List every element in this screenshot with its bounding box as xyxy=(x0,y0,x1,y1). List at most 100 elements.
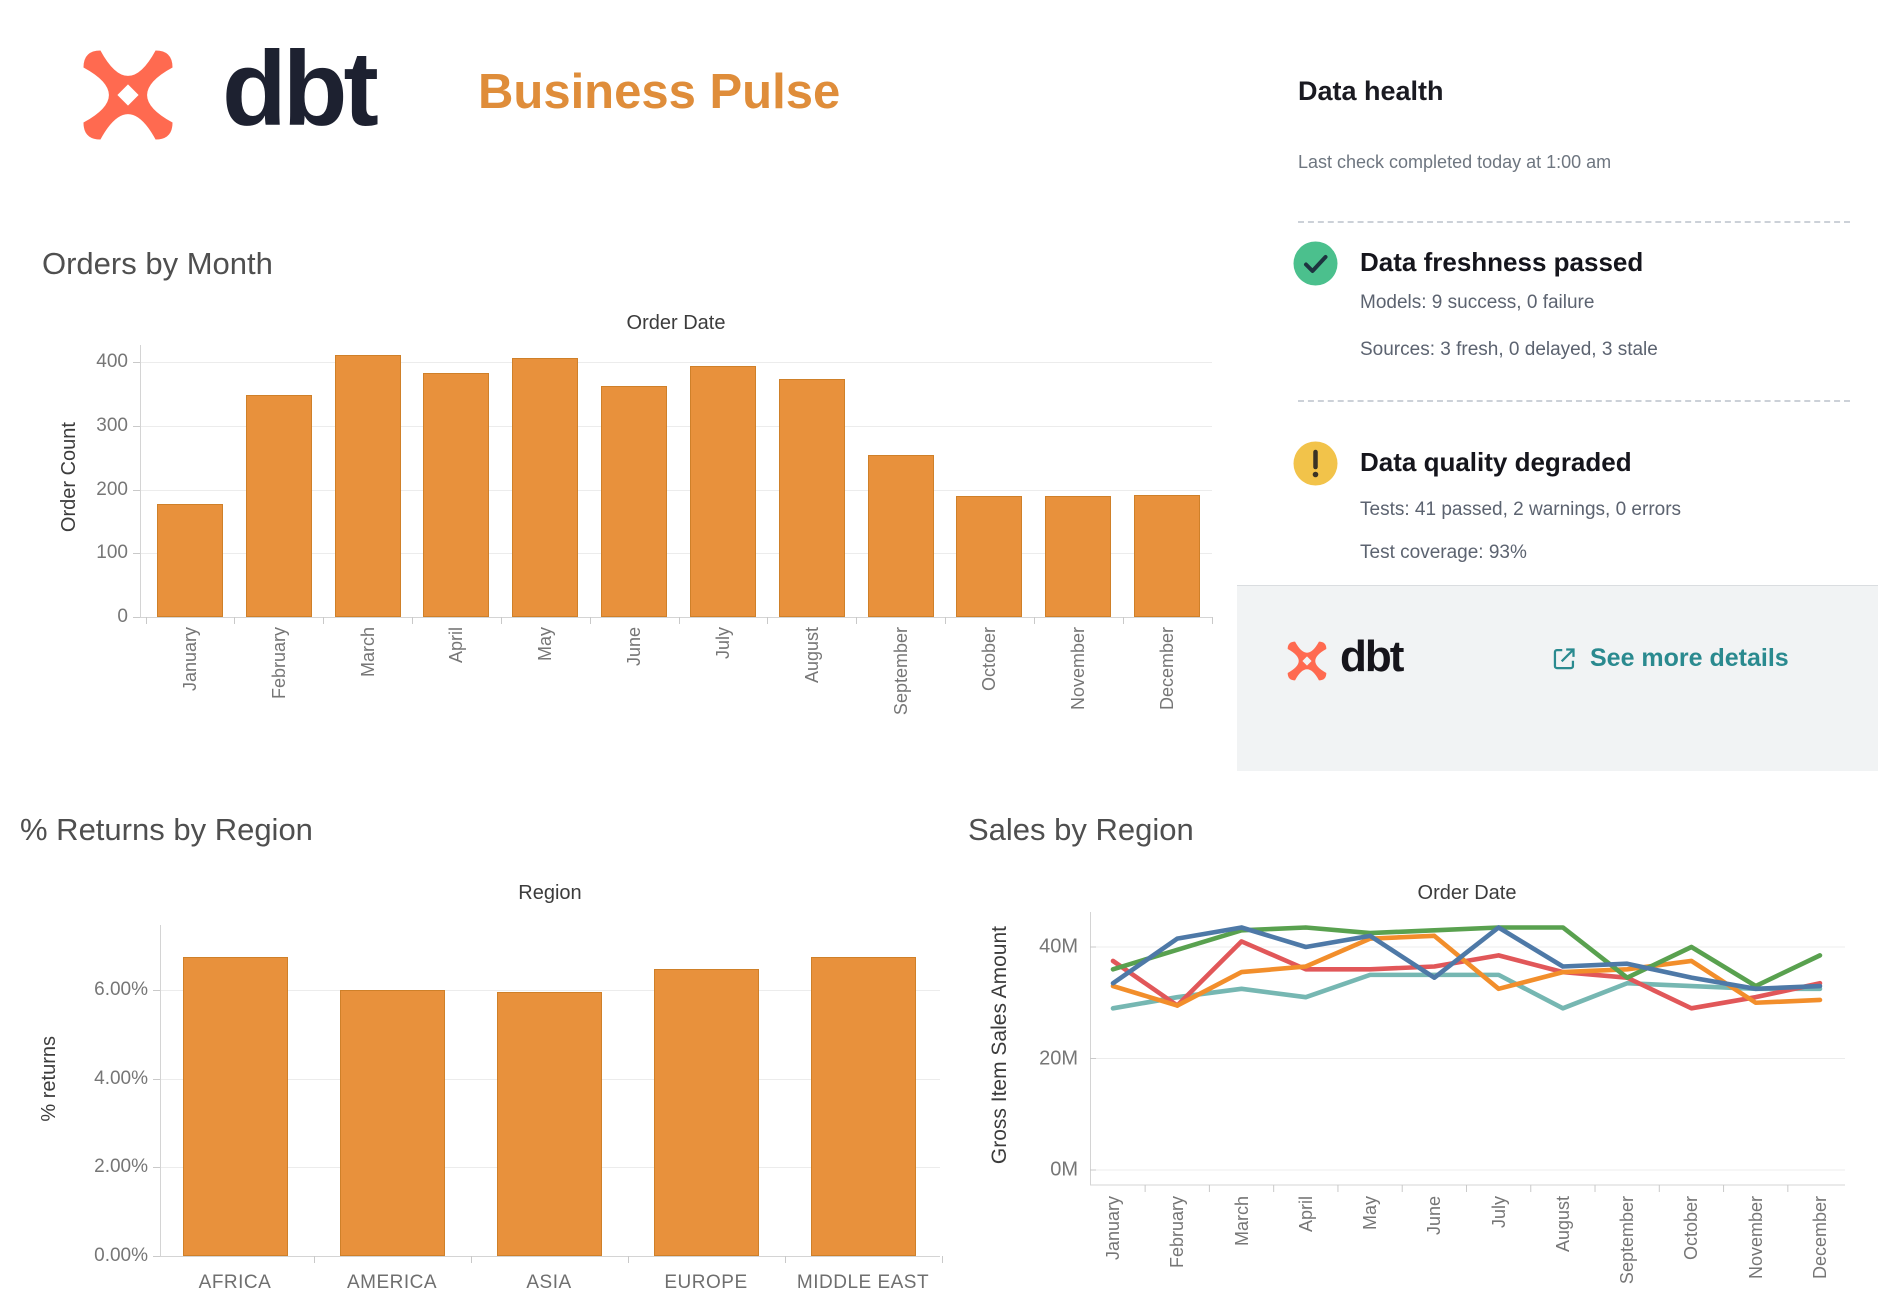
bar-september[interactable] xyxy=(867,455,934,617)
data-health-footer xyxy=(1237,585,1878,771)
line-teal-series[interactable] xyxy=(1110,972,1823,1011)
check-circle-icon xyxy=(1293,241,1338,286)
gridline xyxy=(140,362,1212,363)
sales-ylabel: Gross Item Sales Amount xyxy=(988,926,1011,1165)
bar-november[interactable] xyxy=(1045,495,1112,617)
returns-by-region-title: % Returns by Region xyxy=(20,812,313,847)
y-tick-mark xyxy=(133,362,140,363)
x-tick-label-december: December xyxy=(1157,627,1178,711)
data-health-title: Data health xyxy=(1298,76,1444,106)
gridline xyxy=(140,489,1212,491)
quality-heading: Data quality degraded xyxy=(1360,447,1632,477)
divider xyxy=(1298,400,1850,402)
y-axis-line xyxy=(140,345,141,617)
x-tick-label-may: May xyxy=(535,627,556,662)
gridline xyxy=(140,553,1212,555)
x-tick-label-february: February xyxy=(268,627,289,700)
sales-axis-header: Order Date xyxy=(1417,882,1517,904)
x-tick-mark xyxy=(1033,617,1035,624)
bar-march[interactable] xyxy=(334,354,401,617)
y-tick-mark xyxy=(153,1256,160,1257)
bar-europe[interactable] xyxy=(653,968,759,1256)
x-tick-mark xyxy=(945,617,947,624)
y-tick-label: 200 xyxy=(96,478,128,500)
y-tick-label: 2.00% xyxy=(94,1156,148,1178)
dbt-logo-icon-small xyxy=(1287,641,1327,681)
divider xyxy=(1298,221,1850,223)
x-tick-mark xyxy=(234,617,236,624)
see-more-details-label: See more details xyxy=(1590,644,1789,672)
y-tick-mark xyxy=(153,990,160,992)
quality-tests: Tests: 41 passed, 2 warnings, 0 errors xyxy=(1360,499,1682,520)
x-tick-label-january: January xyxy=(1103,1196,1123,1261)
x-tick-mark xyxy=(470,1256,472,1263)
dbt-wordmark: dbt xyxy=(222,30,379,148)
line-blue-series[interactable] xyxy=(1110,925,1823,992)
x-tick-label-september: September xyxy=(1617,1196,1638,1285)
y-tick-mark xyxy=(133,425,140,427)
x-tick-label-october: October xyxy=(1681,1196,1702,1261)
y-tick-label: 6.00% xyxy=(94,979,148,1001)
x-tick-label-august: August xyxy=(1552,1196,1573,1253)
x-tick-mark xyxy=(678,617,680,624)
bar-december[interactable] xyxy=(1134,494,1201,617)
y-tick-label: 400 xyxy=(96,351,128,372)
x-tick-label-middle-east: MIDDLE EAST xyxy=(796,1272,930,1293)
x-tick-label-february: February xyxy=(1167,1196,1188,1269)
sales-by-region-chart[interactable] xyxy=(1090,912,1845,1202)
orders-by-month-title: Orders by Month xyxy=(42,246,273,281)
y-tick-label: 100 xyxy=(96,542,128,564)
x-tick-mark xyxy=(784,1256,786,1263)
x-tick-label-asia: ASIA xyxy=(526,1272,572,1293)
line-orange-series[interactable] xyxy=(1110,933,1823,1008)
x-tick-mark xyxy=(767,617,769,624)
orders-axis-header: Order Date xyxy=(626,312,726,334)
x-tick-label-april: April xyxy=(446,627,467,664)
y-tick-mark xyxy=(133,617,140,618)
y-tick-mark xyxy=(153,1078,160,1080)
bar-africa[interactable] xyxy=(182,957,288,1256)
y-tick-label: 0M xyxy=(1050,1158,1078,1181)
x-tick-label-july: July xyxy=(1488,1196,1509,1229)
bar-february[interactable] xyxy=(245,395,312,617)
bar-asia[interactable] xyxy=(496,991,602,1256)
bar-middle-east[interactable] xyxy=(810,957,916,1256)
x-tick-mark xyxy=(941,1256,943,1263)
x-tick-label-may: May xyxy=(1360,1196,1381,1231)
x-tick-label-europe: EUROPE xyxy=(664,1272,748,1293)
orders-ylabel: Order Count xyxy=(58,422,80,533)
x-tick-mark xyxy=(1211,617,1213,624)
freshness-sources: Sources: 3 fresh, 0 delayed, 3 stale xyxy=(1360,339,1658,360)
x-tick-label-july: July xyxy=(712,627,733,660)
x-tick-label-june: June xyxy=(624,627,645,667)
x-tick-mark xyxy=(1122,617,1124,624)
bar-october[interactable] xyxy=(956,495,1023,617)
x-tick-label-november: November xyxy=(1068,627,1089,711)
y-tick-label: 300 xyxy=(96,414,128,436)
x-tick-label-january: January xyxy=(180,627,200,692)
bar-may[interactable] xyxy=(512,357,579,617)
bar-america[interactable] xyxy=(339,989,445,1256)
bar-august[interactable] xyxy=(778,379,845,617)
dbt-logo-icon xyxy=(83,50,173,140)
bar-july[interactable] xyxy=(689,366,756,617)
line-green-series[interactable] xyxy=(1110,925,1823,989)
bar-april[interactable] xyxy=(423,372,490,617)
x-tick-label-america: AMERICA xyxy=(346,1272,438,1293)
y-tick-label: 0.00% xyxy=(94,1245,148,1266)
y-tick-label: 4.00% xyxy=(94,1067,148,1089)
gridline xyxy=(160,990,940,992)
bar-january[interactable] xyxy=(157,503,223,617)
bar-june[interactable] xyxy=(601,386,668,617)
y-tick-mark xyxy=(153,1167,160,1169)
y-tick-label: 40M xyxy=(1039,935,1078,958)
x-tick-label-december: December xyxy=(1809,1196,1830,1280)
returns-axis-header: Region xyxy=(518,882,582,904)
x-tick-label-april: April xyxy=(1295,1196,1316,1233)
x-tick-mark xyxy=(589,617,591,624)
quality-coverage: Test coverage: 93% xyxy=(1360,542,1527,563)
y-tick-mark xyxy=(133,489,140,491)
see-more-details-link[interactable]: See more details xyxy=(1551,644,1789,673)
x-tick-label-march: March xyxy=(1231,1196,1252,1247)
